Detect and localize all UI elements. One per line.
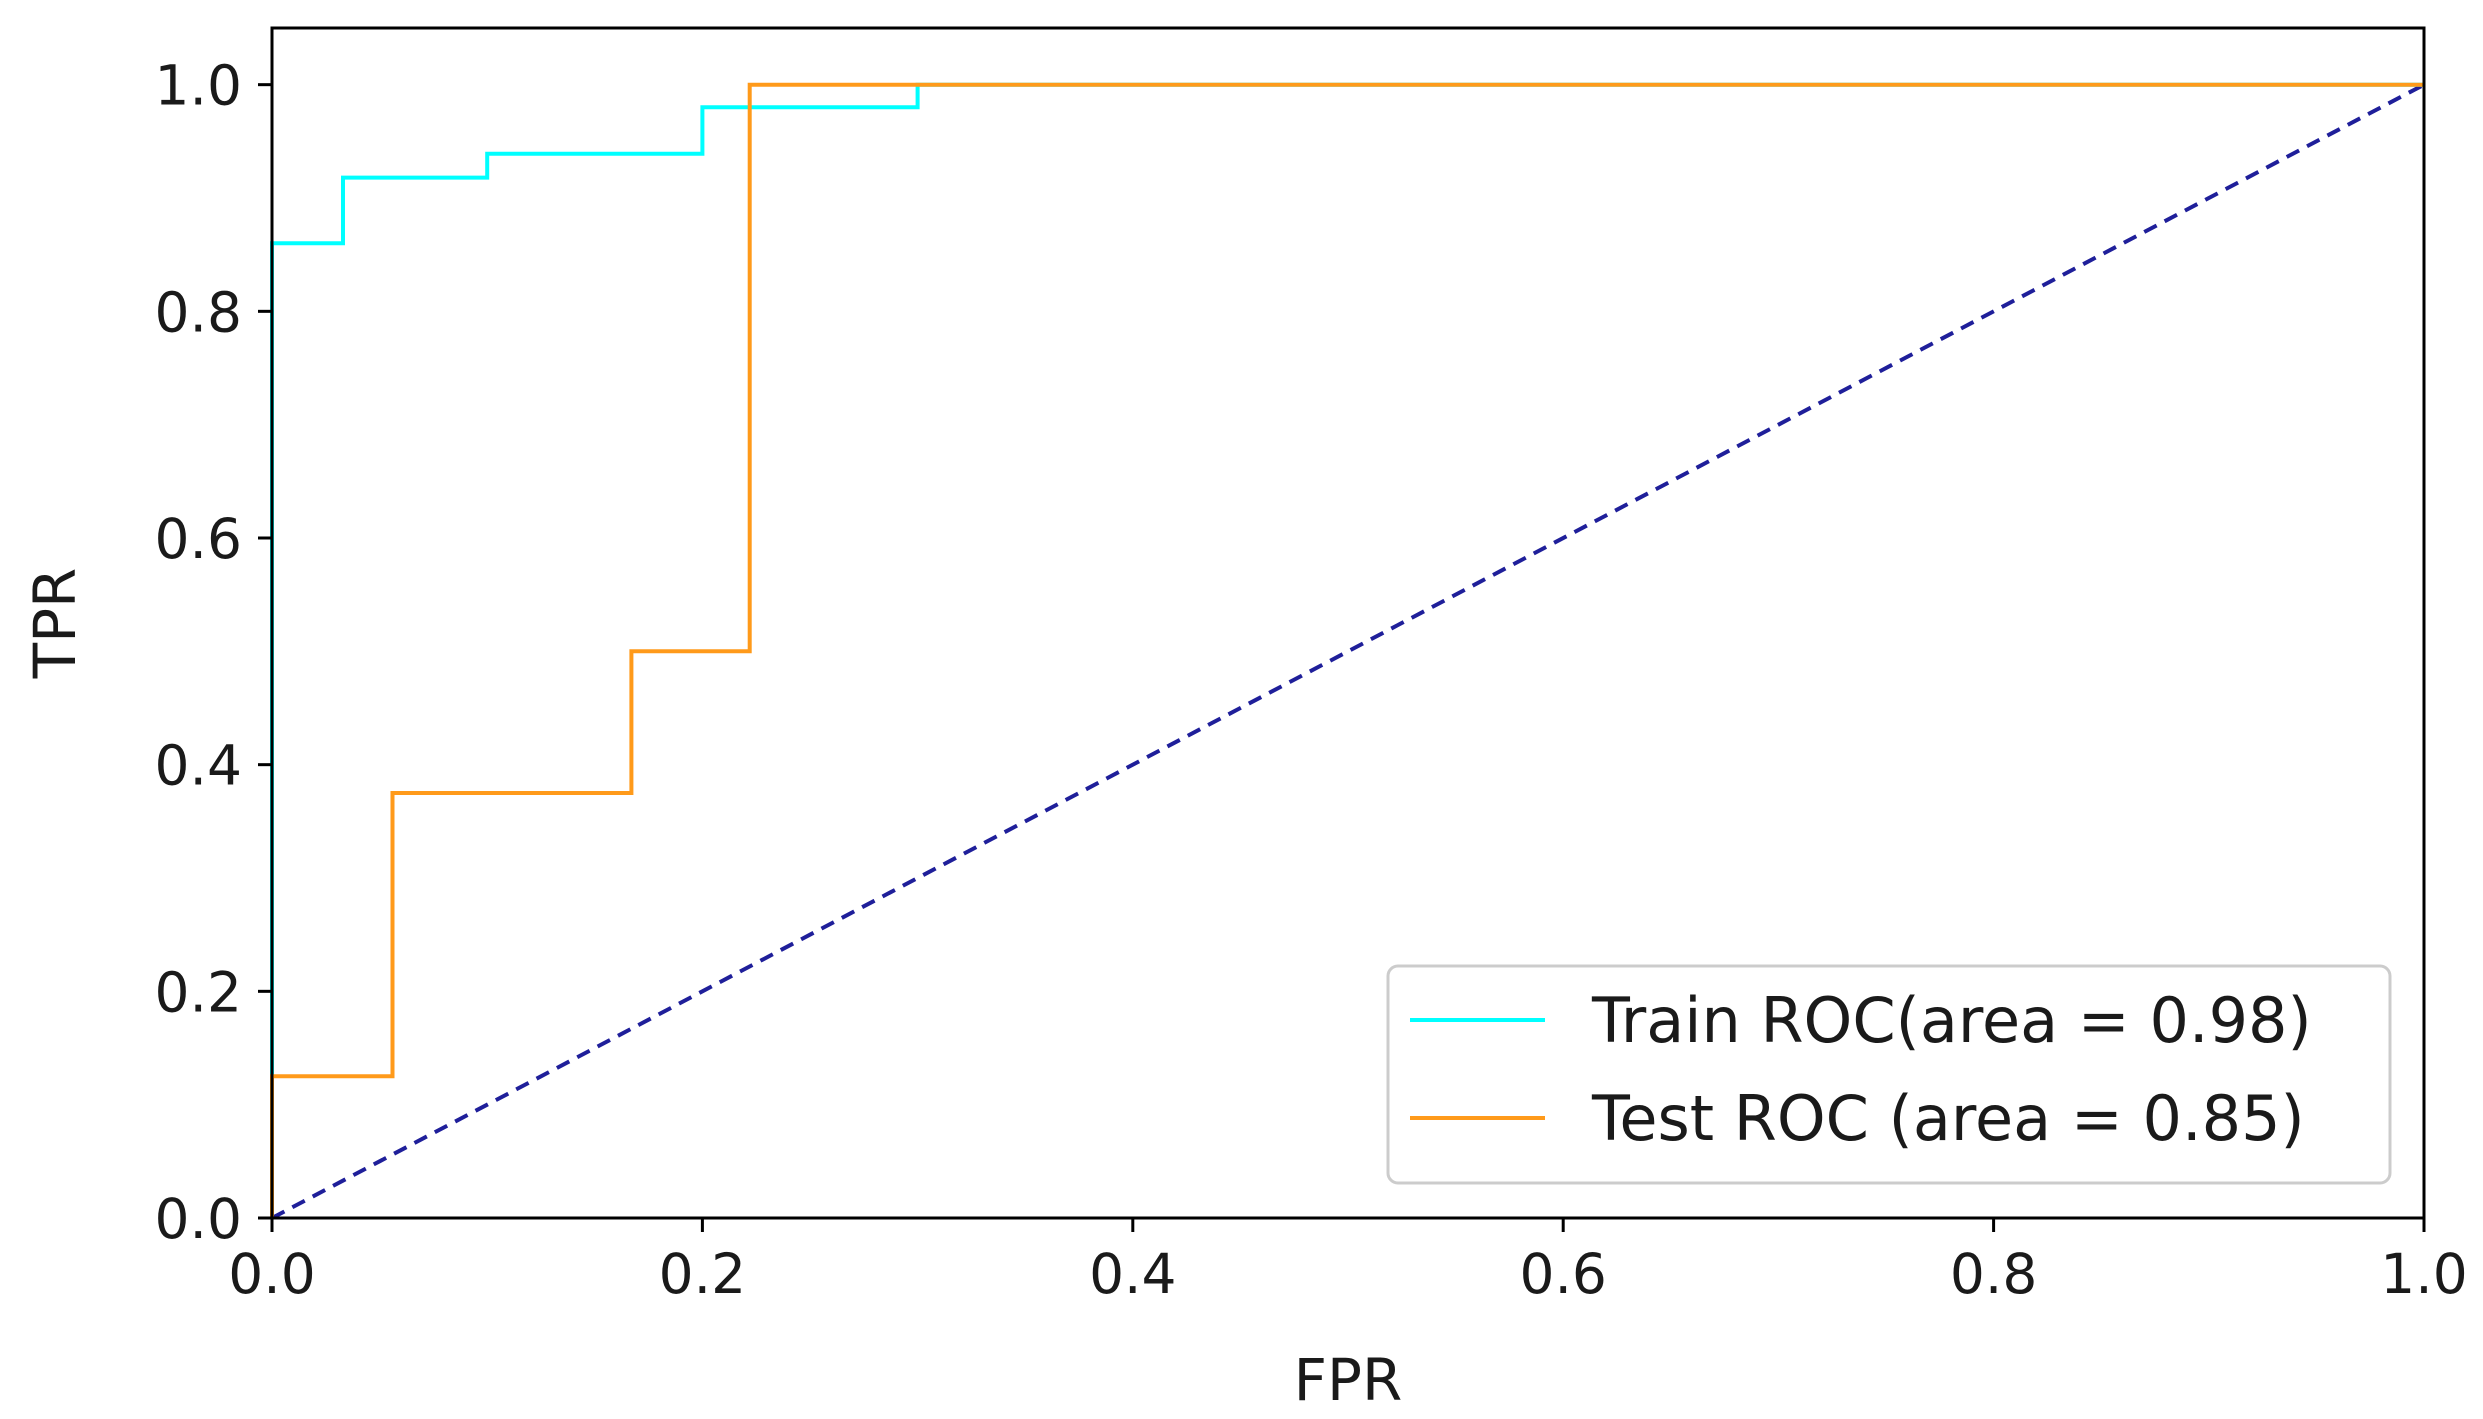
y-tick-label: 0.0 [155,1187,242,1251]
y-tick-label: 0.2 [155,960,242,1024]
x-axis-ticks: 0.0 0.2 0.4 0.6 0.8 1.0 [228,1218,2468,1306]
x-tick-label: 0.4 [1089,1242,1176,1306]
legend-label-train: Train ROC(area = 0.98) [1591,984,2312,1057]
series-layer [270,82,2425,1220]
x-tick-label: 0.2 [659,1242,746,1306]
y-axis-ticks: 0.0 0.2 0.4 0.6 0.8 1.0 [155,54,272,1251]
x-tick-label: 1.0 [2380,1242,2467,1306]
y-axis-title: TPR [21,568,89,680]
legend: Train ROC(area = 0.98) Test ROC (area = … [1386,964,2392,1185]
y-tick-label: 0.4 [155,734,242,798]
legend-box [1386,964,2392,1185]
x-tick-label: 0.8 [1950,1242,2037,1306]
y-tick-label: 1.0 [155,54,242,118]
chance-diagonal-line [271,82,2425,1220]
x-tick-label: 0.6 [1519,1242,1606,1306]
y-tick-label: 0.6 [155,507,242,571]
x-tick-label: 0.0 [228,1242,315,1306]
test-roc-line [270,82,2424,1218]
y-tick-label: 0.8 [155,280,242,344]
train-roc-line [270,82,2424,1218]
plot-frame [270,26,2426,1220]
legend-label-test: Test ROC (area = 0.85) [1591,1082,2305,1155]
x-axis-title: FPR [1294,1346,1403,1414]
